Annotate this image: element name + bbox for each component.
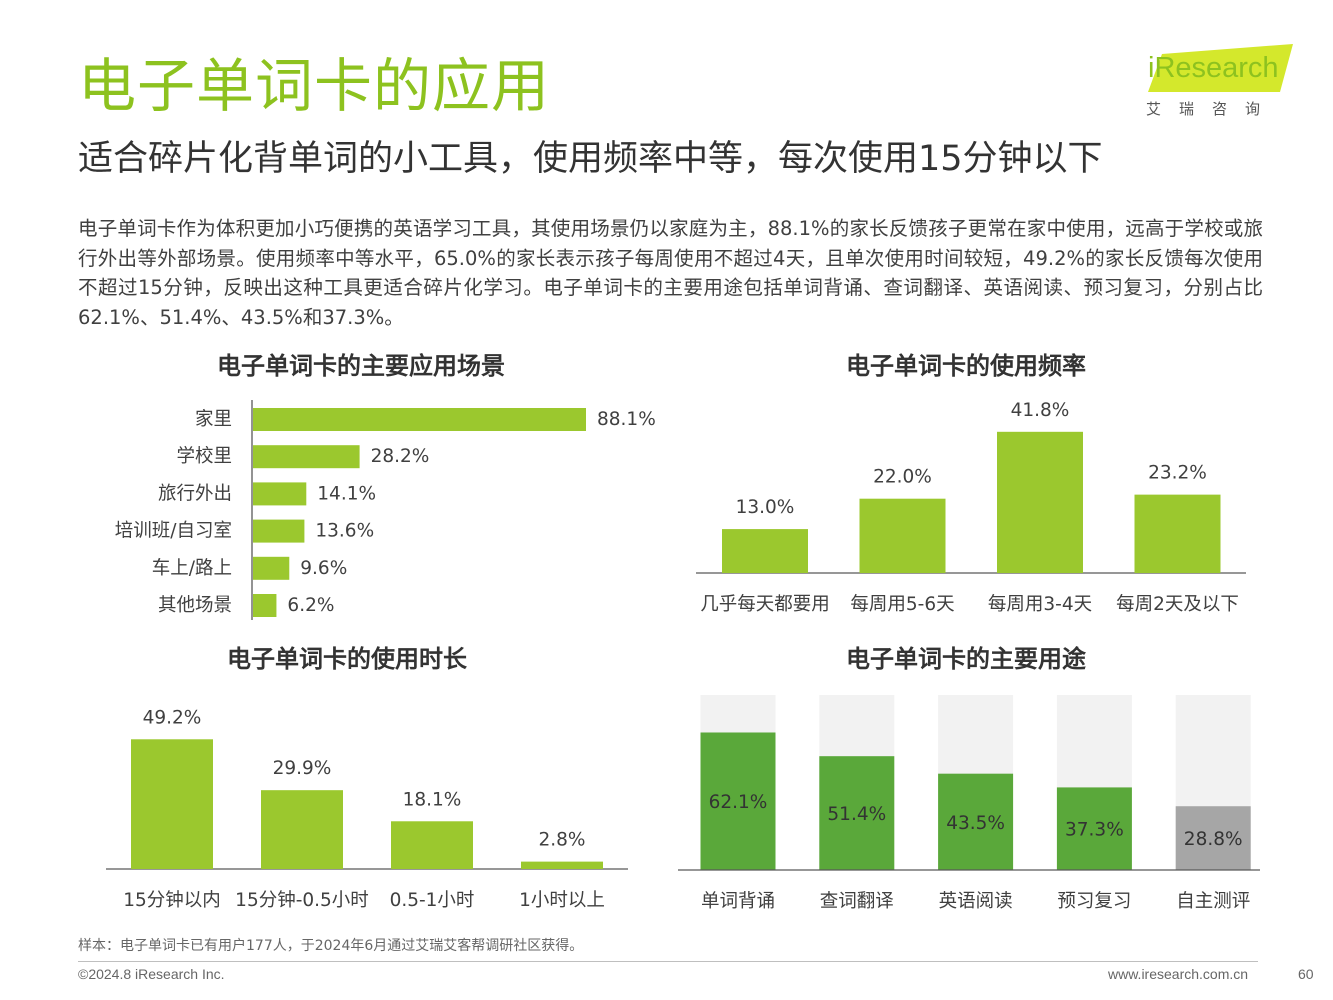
scenes-value-label: 6.2% <box>287 595 334 616</box>
chart-duration-bar <box>131 739 213 869</box>
page-title: 电子单词卡的应用 <box>78 52 551 120</box>
chart-frequency-category-label: 每周用5-6天 <box>850 594 954 615</box>
scenes-bar <box>253 408 586 431</box>
chart-frequency-bar <box>1134 494 1221 573</box>
chart-duration-bar <box>391 821 473 869</box>
usage-bar <box>819 756 895 870</box>
scenes-bar <box>253 482 307 506</box>
usage-category-label: 英语阅读 <box>939 891 1013 912</box>
chart-frequency-category-label: 每周用3-4天 <box>988 594 1092 615</box>
iresearch-logo: iResearch 艾瑞咨询 <box>1140 40 1300 120</box>
chart-title-usage: 电子单词卡的主要用途 <box>846 645 1086 673</box>
usage-bar <box>700 732 776 870</box>
usage-chart: 62.1% 单词背诵 51.4% 查词翻译 43.5% 英语阅读 37.3% 预习复习 28.8… <box>678 695 1260 912</box>
chart-frequency-bar <box>722 529 808 573</box>
chart-duration-value-label: 49.2% <box>143 707 202 728</box>
summary-paragraph: 电子单词卡作为体积更加小巧便携的英语学习工具，其使用场景仍以家庭为主，88.1%… <box>78 217 1263 329</box>
chart-duration-value-label: 29.9% <box>273 758 332 779</box>
chart-duration-category-label: 15分钟以内 <box>123 890 221 911</box>
chart-frequency-value-label: 13.0% <box>736 497 795 518</box>
page-number: 60 <box>1298 966 1314 982</box>
chart-frequency-value-label: 23.2% <box>1148 463 1207 484</box>
scenes-category-label: 其他场景 <box>158 595 232 616</box>
chart-duration-category-label: 1小时以上 <box>519 890 605 911</box>
scenes-chart: 家里 88.1% 学校里 28.2% 旅行外出 14.1% 培训班/自习室 13.6% 车上/路… <box>115 400 656 620</box>
usage-value-label: 28.8% <box>1184 829 1243 850</box>
scenes-value-label: 14.1% <box>317 483 376 504</box>
logo-shape <box>1148 44 1293 92</box>
sample-footnote: 样本：电子单词卡已有用户177人，于2024年6月通过艾瑞艾客帮调研社区获得。 <box>78 938 584 954</box>
chart-title-duration: 电子单词卡的使用时长 <box>227 645 467 673</box>
scenes-category-label: 车上/路上 <box>152 558 232 579</box>
chart-frequency-bar <box>997 431 1083 573</box>
scenes-category-label: 学校里 <box>176 446 232 467</box>
scenes-bar <box>253 556 290 580</box>
scenes-bar <box>253 445 360 469</box>
chart-frequency-category-label: 几乎每天都要用 <box>700 594 830 615</box>
usage-bar <box>938 773 1014 870</box>
usage-bar <box>1056 787 1132 870</box>
chart-frequency-category-label: 每周2天及以下 <box>1116 594 1239 615</box>
chart-duration-bar <box>521 861 603 869</box>
usage-value-label: 51.4% <box>827 804 886 825</box>
scenes-bar <box>253 594 277 617</box>
scenes-category-label: 培训班/自习室 <box>115 521 232 542</box>
scenes-bar <box>253 519 305 543</box>
website-text: www.iresearch.com.cn <box>1108 966 1249 982</box>
usage-category-label: 单词背诵 <box>701 891 775 912</box>
chart-duration-bar <box>261 790 343 869</box>
copyright-text: ©2024.8 iResearch Inc. <box>78 966 225 982</box>
page-subtitle: 适合碎片化背单词的小工具，使用频率中等，每次使用15分钟以下 <box>78 139 1103 179</box>
footer-divider <box>78 961 1258 962</box>
duration-chart: 49.2% 15分钟以内 29.9% 15分钟-0.5小时 18.1% 0.5-1小时 2.… <box>106 707 628 911</box>
logo-parallelogram-icon <box>1148 44 1293 92</box>
chart-duration-category-label: 15分钟-0.5小时 <box>235 890 369 911</box>
usage-value-label: 62.1% <box>709 792 768 813</box>
scenes-category-label: 家里 <box>195 409 232 430</box>
chart-frequency-bar <box>859 498 946 573</box>
frequency-chart: 13.0% 几乎每天都要用 22.0% 每周用5-6天 41.8% 每周用3-4天 23.2… <box>696 400 1246 615</box>
chart-frequency-value-label: 41.8% <box>1011 400 1070 421</box>
usage-value-label: 37.3% <box>1065 820 1124 841</box>
logo-brand-text: iResearch <box>1148 52 1279 84</box>
chart-duration-value-label: 18.1% <box>403 789 462 810</box>
usage-category-label: 查词翻译 <box>820 891 894 912</box>
usage-category-label: 自主测评 <box>1176 891 1250 912</box>
logo-chinese-text: 艾瑞咨询 <box>1146 100 1279 118</box>
scenes-value-label: 9.6% <box>300 558 347 579</box>
scenes-value-label: 13.6% <box>315 521 374 542</box>
chart-duration-value-label: 2.8% <box>539 830 586 851</box>
usage-bar <box>1175 806 1251 870</box>
scenes-category-label: 旅行外出 <box>158 483 232 504</box>
scenes-value-label: 88.1% <box>597 409 656 430</box>
chart-title-frequency: 电子单词卡的使用频率 <box>846 352 1086 380</box>
chart-duration-category-label: 0.5-1小时 <box>390 890 475 911</box>
chart-title-scenes: 电子单词卡的主要应用场景 <box>217 352 505 380</box>
chart-frequency-value-label: 22.0% <box>873 467 932 488</box>
scenes-value-label: 28.2% <box>371 446 430 467</box>
usage-value-label: 43.5% <box>946 813 1005 834</box>
usage-category-label: 预习复习 <box>1057 891 1131 912</box>
